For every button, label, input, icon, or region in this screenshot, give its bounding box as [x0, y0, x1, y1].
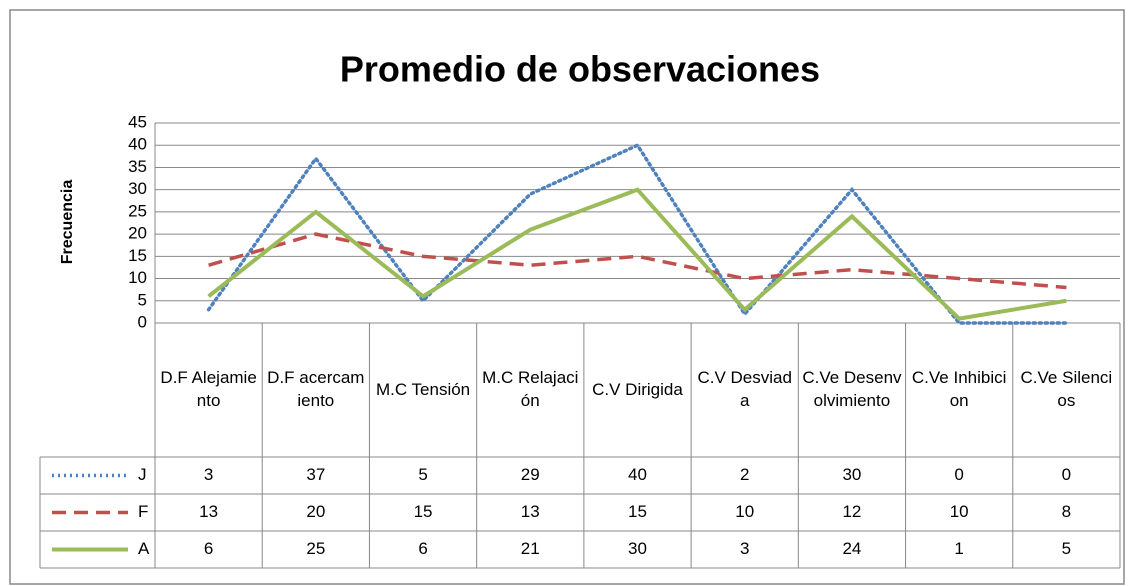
table-value: 30	[628, 539, 647, 559]
table-value: 12	[842, 502, 862, 522]
category-label: C.V Dirigida	[592, 379, 683, 399]
table-value: 25	[306, 539, 326, 559]
category-label: D.F acercamiento	[267, 368, 365, 410]
y-axis-label: Frecuencia	[59, 180, 76, 265]
table-value: 8	[1061, 502, 1072, 522]
y-tick-label: 40	[128, 135, 147, 154]
category-label: C.Ve Silencios	[1020, 368, 1113, 410]
category-label: M.C Tensión	[375, 379, 471, 399]
series-line	[207, 187, 1067, 321]
table-value: 10	[949, 502, 969, 522]
y-tick-label: 5	[138, 290, 147, 309]
table-value: 2	[739, 465, 750, 485]
y-tick-label: 0	[138, 312, 147, 331]
table-value: 37	[306, 465, 326, 485]
table-value: 24	[842, 539, 862, 559]
series-line	[206, 142, 1069, 325]
category-label: M.C Relajación	[482, 368, 579, 410]
table-value: 15	[628, 502, 647, 522]
table-value: 6	[418, 539, 428, 559]
category-label: D.F Alejamiento	[160, 368, 257, 410]
table-value: 13	[520, 502, 540, 522]
y-tick-label: 35	[128, 157, 147, 176]
table-value: 21	[520, 539, 540, 559]
table-value: 40	[628, 465, 647, 485]
table-value: 29	[520, 465, 540, 485]
y-tick-label: 25	[128, 201, 147, 220]
table-value: 30	[842, 465, 862, 485]
y-tick-label: 20	[128, 224, 147, 243]
y-tick-label: 15	[128, 246, 147, 265]
table-value: 0	[1061, 465, 1072, 485]
table-value: 10	[735, 502, 755, 522]
table-value: 15	[413, 502, 433, 522]
legend-label: A	[138, 539, 150, 558]
table-value: 20	[306, 502, 326, 522]
category-label: C.Ve Inhibicion	[911, 368, 1007, 410]
table-value: 6	[203, 539, 214, 559]
y-tick-label: 30	[128, 179, 147, 198]
y-tick-label: 10	[128, 268, 147, 287]
legend-label: F	[138, 502, 148, 521]
table-value: 5	[418, 465, 428, 485]
y-tick-label: 45	[128, 112, 147, 131]
table-value: 13	[199, 502, 219, 522]
table-value: 3	[739, 539, 750, 559]
category-label: C.Ve Desenvolvimiento	[802, 368, 902, 410]
table-value: 5	[1061, 539, 1072, 559]
table-value: 3	[203, 465, 214, 485]
chart-title: Promedio de observaciones	[340, 49, 820, 90]
table-value: 1	[954, 539, 964, 559]
table-value: 0	[954, 465, 964, 485]
category-label: C.V Desviada	[697, 368, 792, 410]
legend-label: J	[138, 465, 147, 484]
